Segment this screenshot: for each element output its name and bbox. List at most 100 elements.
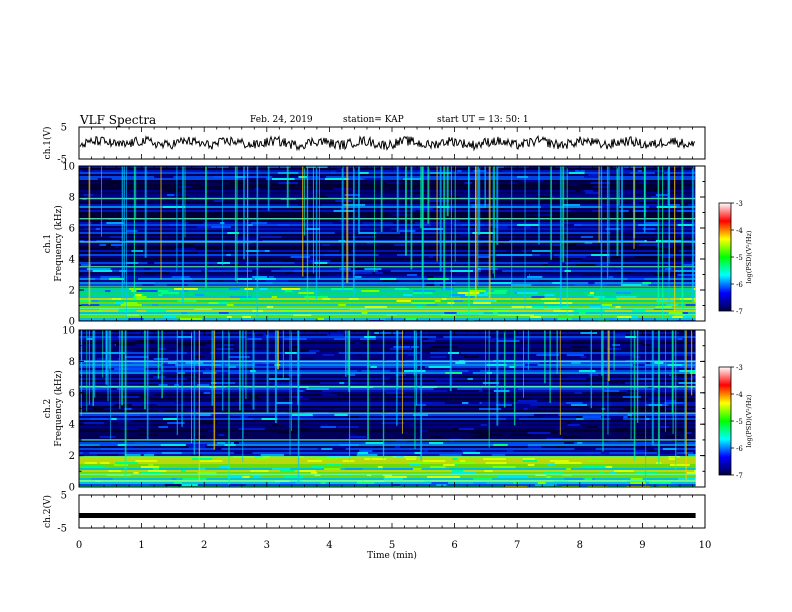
spectrogram-ch1-speckle xyxy=(378,254,398,256)
spectrogram-ch2-speckle xyxy=(420,352,431,354)
spectrogram-ch2-speckle xyxy=(492,466,516,468)
spectrogram-ch1-speckle xyxy=(627,210,647,212)
spectrogram-ch2-speckle xyxy=(627,410,640,412)
spectrogram-ch1-speckle xyxy=(254,234,273,236)
spectrogram-ch1-speckle xyxy=(254,276,266,278)
spectrogram-ch2-speckle xyxy=(175,346,199,348)
spectrogram-ch2-speckle xyxy=(230,418,254,420)
spectrogram-ch2-speckle xyxy=(153,358,168,360)
spectrogram-ch1-speckle xyxy=(684,188,704,190)
spectrogram-ch2-row xyxy=(79,458,696,460)
spectrogram-ch1-speckle xyxy=(142,284,155,286)
spectrogram-ch2-speckle xyxy=(194,366,215,368)
spectrogram-ch1-speckle xyxy=(374,246,380,248)
spectrogram-ch2-speckle xyxy=(107,420,131,422)
spectrogram-ch2-speckle xyxy=(480,424,488,426)
spectrogram-ch2-speckle xyxy=(241,434,249,436)
spectrogram-ch2-row xyxy=(79,408,696,410)
spectrogram-ch2-speckle xyxy=(105,358,118,360)
spectrogram-ch1-speckle xyxy=(319,262,328,264)
spectrogram-ch1-speckle xyxy=(531,296,538,298)
spectrogram-ch1-speckle xyxy=(416,306,423,308)
spectrogram-ch1-speckle xyxy=(160,292,180,294)
ch2-spectrogram-ytick-label: 6 xyxy=(69,388,75,399)
spectrogram-ch1-speckle xyxy=(375,190,396,192)
spectrogram-ch2-speckle xyxy=(583,426,589,428)
spectrogram-ch1-speckle xyxy=(94,216,117,218)
spectrogram-ch2-speckle xyxy=(414,402,434,404)
spectrogram-ch1-speckle xyxy=(534,166,555,168)
spectrogram-ch2-speckle xyxy=(610,348,622,350)
spectrogram-ch1-speckle xyxy=(331,172,336,174)
spectrogram-ch1-speckle xyxy=(602,206,619,208)
spectrogram-ch1-speckle xyxy=(409,168,428,170)
spectrogram-ch2-row xyxy=(79,462,696,464)
spectrogram-ch1-speckle xyxy=(206,194,225,196)
spectrogram-ch1-speckle xyxy=(561,236,569,238)
spectrogram-ch1-speckle xyxy=(609,172,630,174)
spectrogram-ch2-speckle xyxy=(214,448,222,450)
spectrogram-ch2-speckle xyxy=(140,466,160,468)
spectrogram-ch1-speckle xyxy=(456,312,479,314)
spectrogram-ch2-speckle xyxy=(640,338,664,340)
spectrogram-ch1-speckle xyxy=(264,220,269,222)
spectrogram-ch2-row xyxy=(79,352,696,354)
spectrogram-ch2-row xyxy=(79,418,696,420)
spectrogram-ch1-speckle xyxy=(106,222,124,224)
spectrogram-ch1-speckle xyxy=(492,240,510,242)
spectrogram-ch2-speckle xyxy=(449,438,462,440)
spectrogram-ch1-speckle xyxy=(399,230,416,232)
spectrogram-ch1-speckle xyxy=(339,220,350,222)
spectrogram-ch1-speckle xyxy=(313,188,332,190)
spectrogram-ch2-row xyxy=(79,470,696,472)
spectrogram-ch2-row xyxy=(79,348,696,350)
spectrogram-ch2-speckle xyxy=(429,460,443,462)
spectrogram-ch2-speckle xyxy=(423,450,429,452)
spectrogram-ch2-tone xyxy=(79,456,696,458)
spectrogram-ch1-speckle xyxy=(596,272,601,274)
spectrogram-ch2-speckle xyxy=(199,460,223,462)
spectrogram-ch1-row xyxy=(79,234,696,236)
spectrogram-ch2-speckle xyxy=(353,340,364,342)
spectrogram-ch2-speckle xyxy=(433,388,458,390)
spectrogram-ch2-speckle xyxy=(272,468,291,470)
spectrogram-ch1-speckle xyxy=(645,174,652,176)
header-start-time: start UT = 13: 50: 1 xyxy=(437,115,529,125)
spectrogram-ch1-speckle xyxy=(147,262,155,264)
spectrogram-ch1-speckle xyxy=(589,306,611,308)
spectrogram-ch1-speckle xyxy=(481,242,504,244)
spectrogram-ch2-speckle xyxy=(484,470,493,472)
spectrogram-ch2-speckle xyxy=(243,332,260,334)
spectrogram-ch2-speckle xyxy=(219,466,230,468)
spectrogram-ch1-speckle xyxy=(158,294,163,296)
spectrogram-ch2-speckle xyxy=(673,410,688,412)
spectrogram-ch1-row xyxy=(79,302,696,304)
spectrogram-ch1-speckle xyxy=(582,274,607,276)
spectrogram-ch2-speckle xyxy=(566,402,583,404)
spectrogram-ch1-speckle xyxy=(587,294,594,296)
spectrogram-ch1-speckle xyxy=(105,290,111,292)
spectrogram-ch1-speckle xyxy=(131,250,144,252)
spectrogram-ch2-speckle xyxy=(325,464,342,466)
spectrogram-ch1-row xyxy=(79,292,696,294)
spectrogram-ch2-speckle xyxy=(657,452,677,454)
spectrogram-ch2-speckle xyxy=(256,458,268,460)
spectrogram-ch1-speckle xyxy=(441,184,461,186)
colorbar-ch1-tick-label: -6 xyxy=(736,281,743,289)
spectrogram-ch2-speckle xyxy=(679,370,700,372)
spectrogram-ch1-speckle xyxy=(89,190,100,192)
spectrogram-ch2-speckle xyxy=(92,454,99,456)
spectrogram-ch2-speckle xyxy=(88,466,105,468)
spectrogram-ch2-speckle xyxy=(324,448,346,450)
spectrogram-ch2-speckle xyxy=(323,468,341,470)
spectrogram-ch1-speckle xyxy=(319,176,327,178)
spectrogram-ch2-speckle xyxy=(598,472,604,474)
spectrogram-ch1-speckle xyxy=(559,214,577,216)
spectrogram-ch1-row xyxy=(79,178,696,180)
spectrogram-ch1-speckle xyxy=(511,284,532,286)
spectrogram-ch2-speckle xyxy=(168,394,178,396)
spectrogram-ch2-speckle xyxy=(371,458,387,460)
spectrogram-ch2-speckle xyxy=(429,436,442,438)
spectrogram-ch2-speckle xyxy=(83,396,108,398)
spectrogram-ch2-speckle xyxy=(505,418,520,420)
